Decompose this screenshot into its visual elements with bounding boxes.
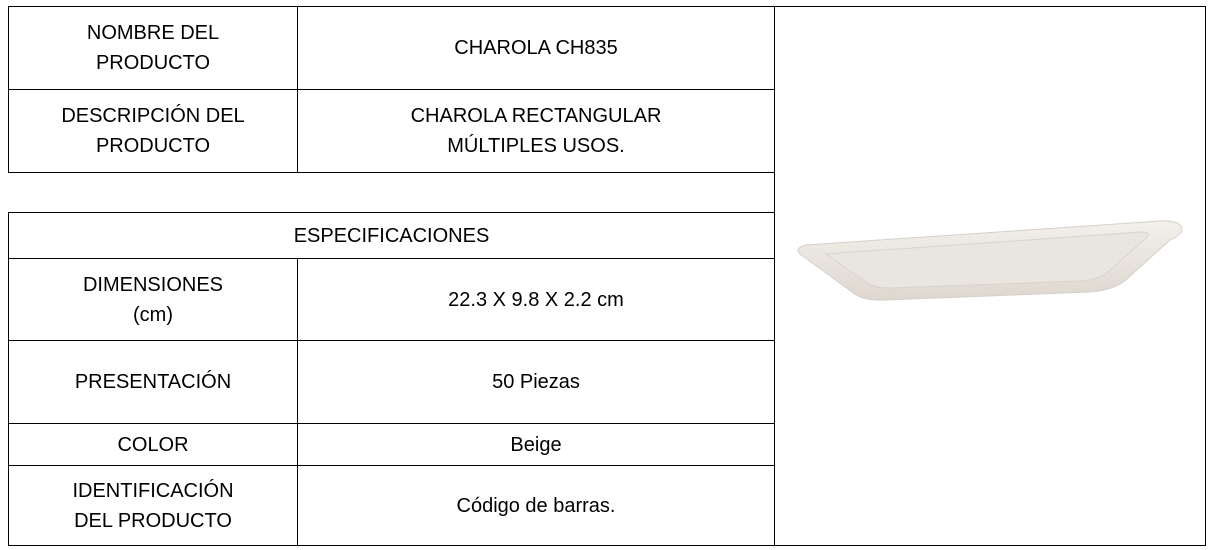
value-cell: Código de barras. [297,465,775,546]
label-cell: COLOR [8,423,298,466]
label-cell: DESCRIPCIÓN DEL PRODUCTO [8,89,298,173]
value-cell: 22.3 X 9.8 X 2.2 cm [297,258,775,341]
label-cell: IDENTIFICACIÓN DEL PRODUCTO [8,465,298,546]
section-title: ESPECIFICACIONES [8,212,775,259]
label-cell: PRESENTACIÓN [8,340,298,424]
label-cell: NOMBRE DEL PRODUCTO [8,6,298,90]
value-cell: 50 Piezas [297,340,775,424]
value-cell: CHAROLA RECTANGULAR MÚLTIPLES USOS. [297,89,775,173]
label-cell: DIMENSIONES (cm) [8,258,298,341]
value-cell: CHAROLA CH835 [297,6,775,90]
product-image [797,220,1183,301]
image-cell [774,6,1206,546]
value-cell: Beige [297,423,775,466]
